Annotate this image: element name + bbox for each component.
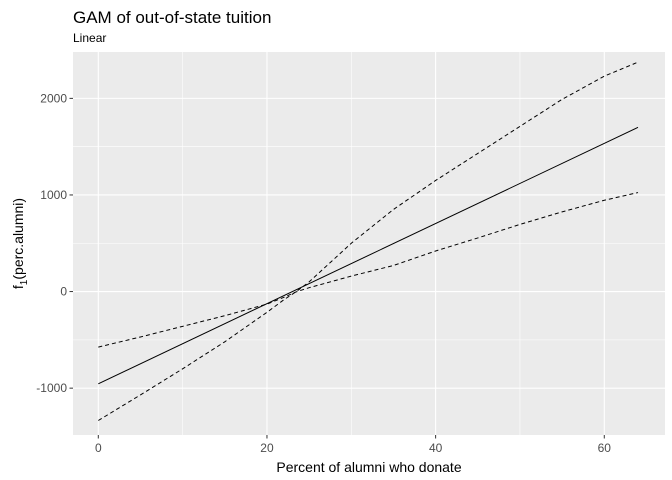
x-tick-label: 0	[95, 441, 102, 455]
major-grid	[73, 52, 665, 435]
x-tick-label: 40	[429, 441, 443, 455]
y-tick-label: 2000	[40, 91, 67, 105]
x-axis-title: Percent of alumni who donate	[276, 459, 461, 475]
series-line-upper	[98, 192, 639, 348]
chart-title: GAM of out-of-state tuition	[73, 8, 271, 27]
y-axis-title: f1(perc.alumni)	[10, 198, 30, 289]
y-tick-label: -1000	[36, 381, 67, 395]
y-tick-label: 0	[60, 285, 67, 299]
chart-subtitle: Linear	[73, 31, 106, 45]
tick-labels: 0 20 40 60 -1000 0 1000 2000	[36, 91, 611, 455]
x-tick-label: 60	[598, 441, 612, 455]
series-line-fit	[98, 126, 639, 385]
series-layer	[98, 61, 639, 421]
y-axis-title-main: f	[10, 285, 26, 289]
y-tick-label: 1000	[40, 188, 67, 202]
x-tick-label: 20	[260, 441, 274, 455]
y-axis-title-rest: (perc.alumni)	[10, 198, 26, 280]
axis-ticks	[69, 97, 605, 439]
y-axis-title-subscript: 1	[19, 279, 30, 285]
series-line-lower	[98, 61, 639, 421]
